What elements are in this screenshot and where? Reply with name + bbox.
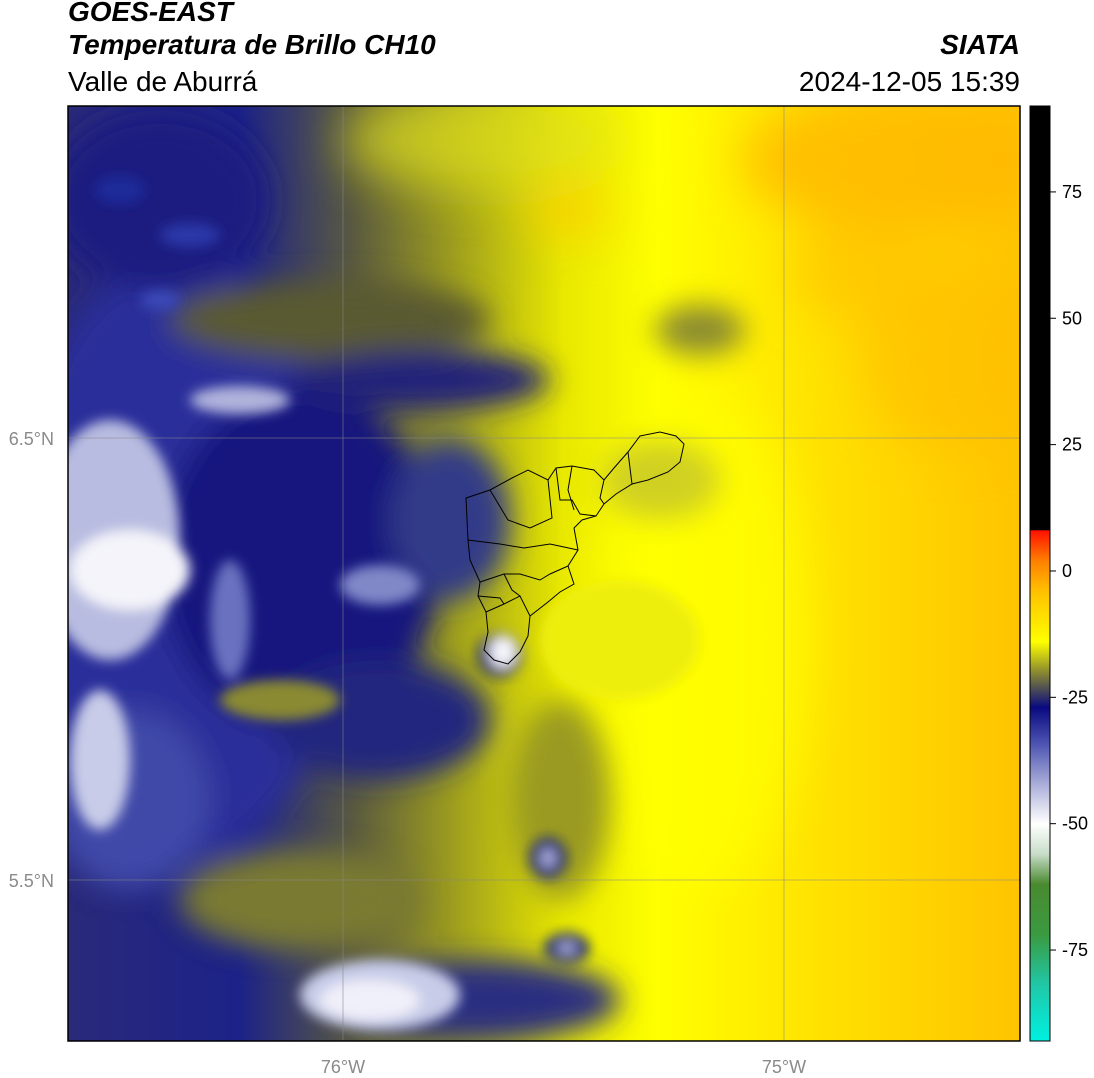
longitude-labels: 76°W 75°W [321, 1057, 806, 1077]
colorbar-tick-label: -50 [1062, 814, 1088, 834]
latitude-tick-label: 6.5°N [9, 429, 54, 449]
colorbar-frame [1029, 105, 1051, 1042]
colorbar-tick-label: 50 [1062, 308, 1082, 328]
colorbar-tick-label: 25 [1062, 435, 1082, 455]
brightness-temperature-field [68, 106, 1020, 1041]
product-title: Temperatura de Brillo CH10 [68, 29, 436, 60]
valle-de-aburra-boundaries [465, 431, 685, 665]
map-frame [67, 105, 1021, 1042]
colorbar-tick-label: 75 [1062, 182, 1082, 202]
latitude-tick-label: 5.5°N [9, 871, 54, 891]
colorbar-ticks: 75 50 25 0 -25 -50 -75 [1050, 182, 1088, 960]
organization-label: SIATA [940, 29, 1020, 60]
colorbar-tick-label: 0 [1062, 561, 1072, 581]
region-label: Valle de Aburrá [68, 66, 258, 97]
latitude-labels: 6.5°N 5.5°N [9, 429, 54, 891]
timestamp-label: 2024-12-05 15:39 [798, 66, 1020, 97]
longitude-tick-label: 76°W [321, 1057, 365, 1077]
colorbar-tick-label: -25 [1062, 687, 1088, 707]
gridlines [68, 106, 1020, 1041]
longitude-tick-label: 75°W [762, 1057, 806, 1077]
colorbar-scale [1030, 106, 1050, 1041]
satellite-title: GOES-EAST [68, 0, 233, 27]
colorbar-tick-label: -75 [1062, 940, 1088, 960]
colorbar: 75 50 25 0 -25 -50 -75 [1029, 105, 1088, 1042]
